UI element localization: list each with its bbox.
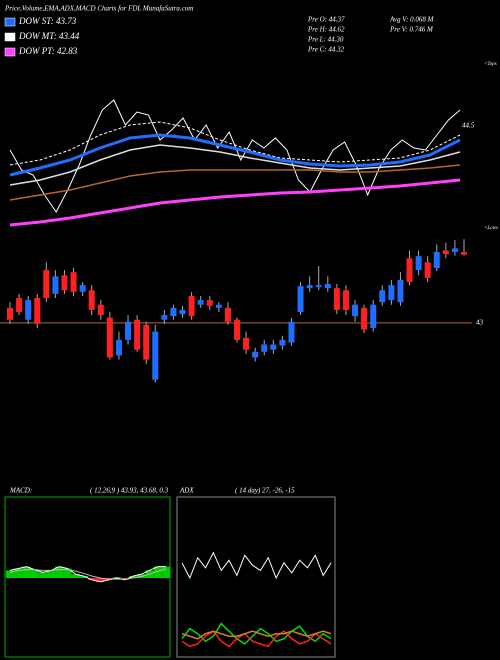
candle-body [342, 290, 349, 310]
candle-body [252, 351, 259, 358]
panel-title: MACD: [9, 487, 32, 495]
series-line [9, 99, 461, 213]
series-line [181, 551, 332, 580]
stat: Avg V: 0.068 M [389, 16, 435, 24]
annotation: <Lows [484, 226, 498, 231]
series-line [9, 144, 461, 186]
candle-body [451, 248, 458, 253]
legend-label: DOW MT: 43.44 [18, 31, 80, 41]
candle-body [270, 344, 277, 350]
series-line [181, 630, 332, 648]
candle-body [34, 298, 41, 324]
candle-body [424, 262, 431, 278]
adx-frame [176, 496, 336, 658]
candle-body [461, 252, 467, 255]
legend-label: DOW ST: 43.73 [18, 16, 77, 26]
legend-label: DOW PT: 42.83 [18, 46, 78, 56]
candle-body [288, 321, 295, 343]
histogram-bar [153, 566, 162, 578]
series-line [9, 133, 461, 177]
histogram-bar [71, 574, 80, 578]
stat: Pre C: 44.32 [307, 46, 345, 54]
legend-swatch [4, 32, 16, 42]
y-tick-label: 43 [476, 318, 484, 326]
candle-body [179, 309, 186, 315]
candle-body [361, 307, 368, 330]
candle-body [215, 304, 222, 308]
candle-body [306, 285, 313, 289]
candle-body [88, 290, 95, 310]
candle-body [379, 290, 386, 303]
candle-body [134, 319, 141, 350]
histogram-bar [129, 576, 138, 578]
candle-body [261, 344, 268, 352]
candle-body [315, 285, 322, 288]
candle-body [106, 317, 113, 358]
candle-body [161, 315, 168, 320]
candle-body [324, 284, 331, 289]
candle-body [115, 339, 122, 356]
panel-subtitle: ( 14 day) 27, -26, -15 [235, 487, 295, 495]
candle-body [70, 272, 77, 292]
candle-body [79, 285, 86, 292]
candle-body [243, 337, 250, 350]
stat: Pre V: 0.746 M [389, 26, 434, 34]
candle-body [125, 321, 132, 340]
candle-body [206, 300, 213, 306]
candle-body [333, 288, 340, 310]
candle-body [61, 275, 68, 291]
series-line [181, 630, 332, 640]
candle-body [234, 319, 240, 340]
stat: Pre H: 44.62 [307, 26, 345, 34]
histogram-bar [30, 569, 39, 578]
stat: Pre L: 44.30 [307, 36, 344, 44]
candle-body [279, 339, 286, 346]
candle-body [297, 286, 304, 312]
histogram-bar [79, 576, 88, 578]
series-line [9, 164, 461, 201]
candle-body [433, 252, 440, 269]
candle-body [415, 256, 422, 271]
stat: Pre O: 44.37 [307, 16, 345, 24]
legend-swatch [4, 17, 16, 27]
candle-body [25, 300, 32, 320]
candle-body [188, 295, 195, 317]
candle-body [397, 279, 404, 303]
histogram-bar [14, 568, 23, 578]
candle-body [352, 304, 359, 317]
panel-subtitle: ( 12,26,9 ) 43.93, 43.68, 0.3 [90, 487, 169, 495]
histogram-bar [46, 570, 56, 578]
series-line [9, 178, 461, 227]
candle-body [370, 304, 377, 328]
histogram-bar [96, 578, 105, 582]
series-line [9, 568, 167, 580]
candle-body [43, 270, 50, 299]
histogram-bar [161, 566, 171, 578]
histogram-bar [88, 578, 97, 580]
end-label: 44.5 [462, 122, 475, 130]
candle-body [152, 331, 159, 380]
candle-body [16, 298, 23, 312]
histogram-bar [5, 570, 15, 578]
candle-body [442, 250, 449, 255]
candle-body [7, 307, 13, 320]
candle-body [197, 300, 204, 305]
histogram-bar [63, 568, 72, 578]
annotation: <Tops [484, 62, 497, 67]
candle-body [143, 324, 150, 360]
histogram-bar [38, 572, 47, 578]
candle-body [52, 276, 59, 294]
candle-body [170, 307, 177, 317]
legend-swatch [4, 47, 16, 57]
histogram-bar [55, 566, 64, 578]
histogram-bar [22, 566, 31, 578]
page-title: Price,Volume,EMA,ADX,MACD Charts for FDL… [4, 5, 193, 13]
candle-body [224, 307, 231, 322]
candle-body [97, 304, 104, 316]
candle-body [406, 258, 413, 283]
candle-body [388, 285, 395, 301]
panel-title: ADX [179, 487, 194, 495]
series-line [9, 121, 461, 166]
